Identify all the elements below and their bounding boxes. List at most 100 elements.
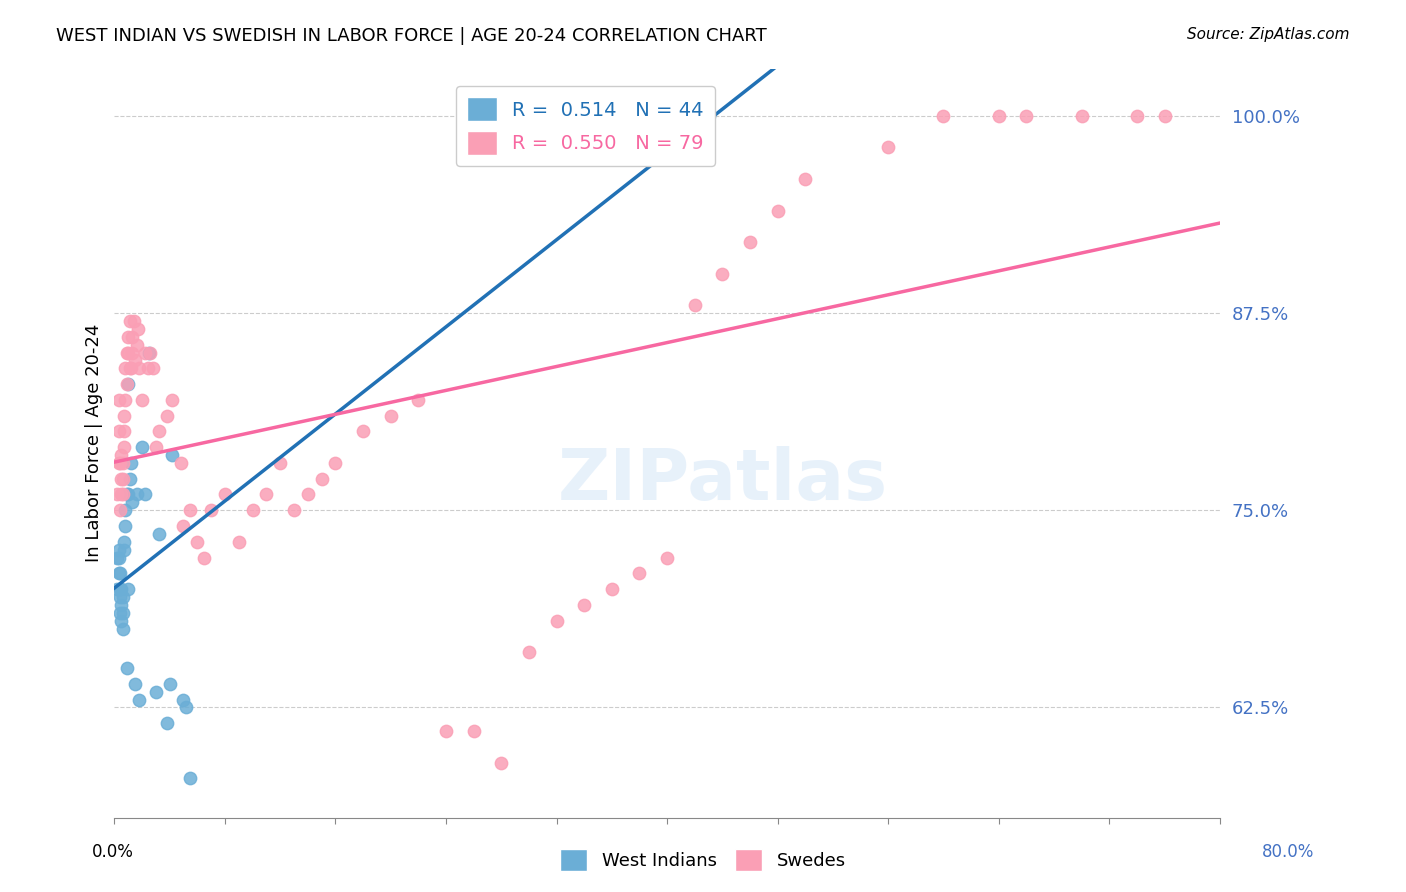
Point	[124, 353, 146, 368]
Point	[124, 677, 146, 691]
Point	[655, 550, 678, 565]
Point	[110, 582, 132, 596]
Point	[794, 172, 817, 186]
Point	[517, 645, 540, 659]
Point	[125, 337, 148, 351]
Point	[111, 456, 134, 470]
Point	[142, 361, 165, 376]
Point	[107, 550, 129, 565]
Point	[105, 487, 128, 501]
Point	[128, 361, 150, 376]
Point	[574, 598, 596, 612]
Point	[408, 392, 430, 407]
Point	[128, 692, 150, 706]
Point	[105, 550, 128, 565]
Point	[107, 425, 129, 439]
Point	[112, 409, 135, 423]
Point	[159, 677, 181, 691]
Point	[134, 345, 156, 359]
Point	[108, 566, 131, 581]
Point	[242, 503, 264, 517]
Point	[107, 566, 129, 581]
Point	[491, 756, 513, 770]
Point	[145, 440, 167, 454]
Point	[115, 487, 138, 501]
Point	[111, 590, 134, 604]
Point	[118, 314, 141, 328]
Point	[121, 345, 143, 359]
Point	[108, 456, 131, 470]
Point	[297, 487, 319, 501]
Point	[107, 542, 129, 557]
Point	[179, 772, 201, 786]
Point	[352, 425, 374, 439]
Point	[193, 550, 215, 565]
Point	[111, 487, 134, 501]
Point	[111, 606, 134, 620]
Point	[283, 503, 305, 517]
Point	[162, 392, 184, 407]
Point	[111, 622, 134, 636]
Point	[683, 109, 706, 123]
Text: 80.0%: 80.0%	[1263, 843, 1315, 861]
Text: ZIPatlas: ZIPatlas	[557, 446, 887, 516]
Point	[179, 503, 201, 517]
Point	[1070, 109, 1092, 123]
Point	[107, 392, 129, 407]
Point	[1015, 109, 1038, 123]
Point	[766, 203, 789, 218]
Point	[200, 503, 222, 517]
Point	[108, 590, 131, 604]
Point	[173, 692, 195, 706]
Point	[738, 235, 761, 249]
Point	[108, 582, 131, 596]
Point	[115, 345, 138, 359]
Point	[269, 456, 291, 470]
Point	[108, 606, 131, 620]
Point	[131, 440, 153, 454]
Point	[711, 267, 734, 281]
Point	[117, 345, 139, 359]
Point	[254, 487, 277, 501]
Point	[214, 487, 236, 501]
Point	[156, 409, 179, 423]
Text: WEST INDIAN VS SWEDISH IN LABOR FORCE | AGE 20-24 CORRELATION CHART: WEST INDIAN VS SWEDISH IN LABOR FORCE | …	[56, 27, 768, 45]
Point	[546, 614, 568, 628]
Point	[1153, 109, 1175, 123]
Point	[228, 534, 250, 549]
Point	[112, 534, 135, 549]
Point	[136, 361, 159, 376]
Point	[127, 322, 149, 336]
Point	[877, 140, 900, 154]
Point	[683, 298, 706, 312]
Point	[115, 377, 138, 392]
Point	[380, 409, 402, 423]
Point	[463, 724, 485, 739]
Point	[115, 661, 138, 675]
Point	[138, 345, 160, 359]
Point	[110, 487, 132, 501]
Point	[111, 472, 134, 486]
Point	[110, 614, 132, 628]
Point	[170, 456, 193, 470]
Point	[120, 456, 142, 470]
Point	[434, 724, 457, 739]
Point	[162, 448, 184, 462]
Point	[118, 361, 141, 376]
Point	[114, 392, 136, 407]
Point	[112, 542, 135, 557]
Point	[117, 582, 139, 596]
Point	[311, 472, 333, 486]
Text: 0.0%: 0.0%	[91, 843, 134, 861]
Point	[148, 527, 170, 541]
Point	[156, 716, 179, 731]
Point	[628, 566, 651, 581]
Legend: West Indians, Swedes: West Indians, Swedes	[553, 842, 853, 879]
Point	[122, 314, 145, 328]
Point	[148, 425, 170, 439]
Point	[121, 329, 143, 343]
Point	[139, 345, 162, 359]
Point	[131, 392, 153, 407]
Point	[107, 456, 129, 470]
Point	[173, 519, 195, 533]
